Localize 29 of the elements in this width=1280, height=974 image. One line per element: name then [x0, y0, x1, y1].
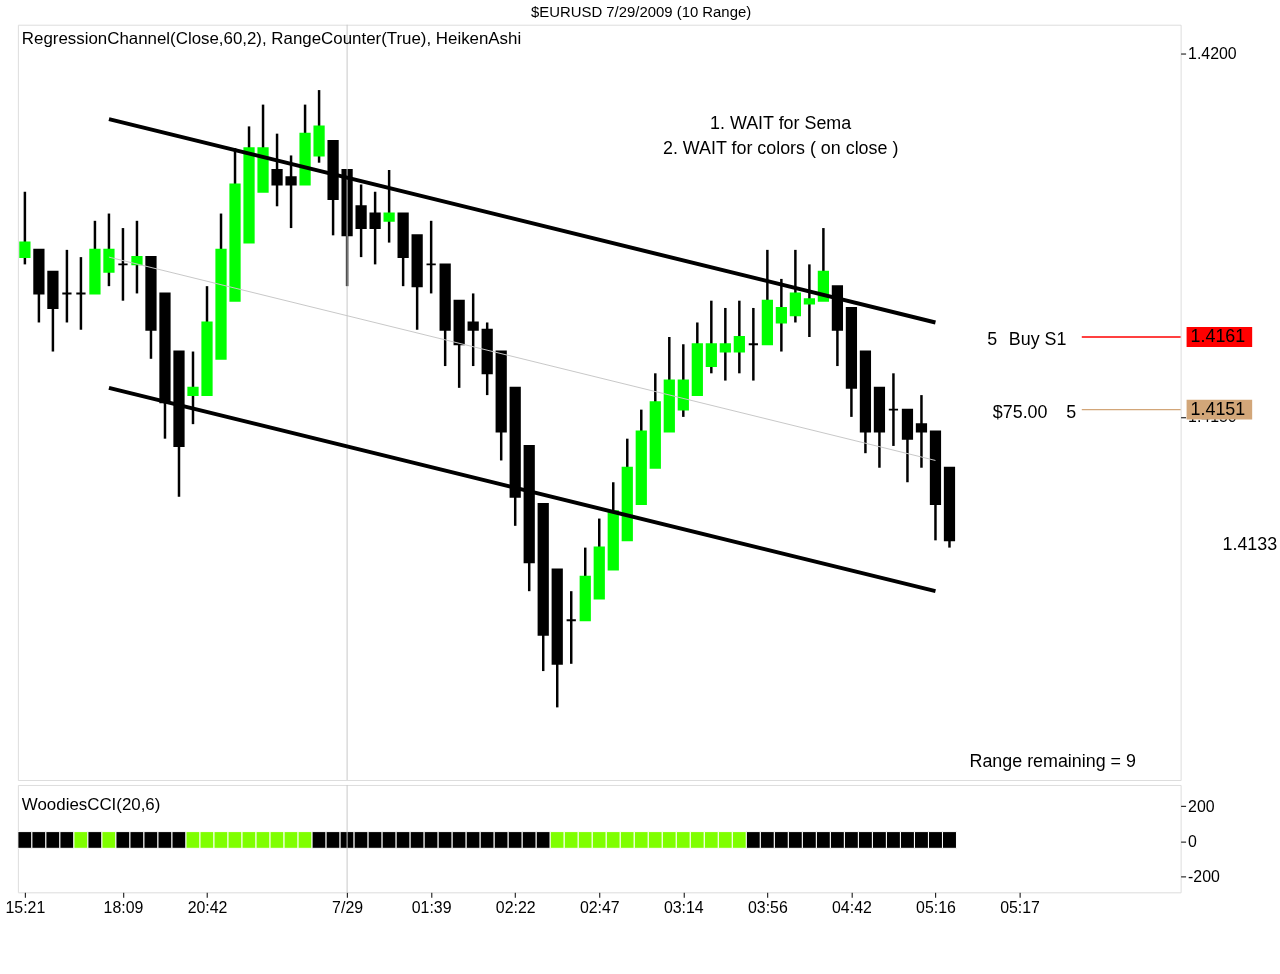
x-tick-label: 18:09 — [103, 898, 144, 916]
annotation: 1. WAIT for Sema — [710, 113, 852, 134]
ref-line-label: 1.4151 — [1190, 398, 1246, 419]
x-tick-label: 05:16 — [916, 898, 957, 916]
x-tick-label: 03:56 — [747, 898, 788, 916]
y-tick-label: -200 — [1188, 867, 1221, 885]
annotation: Buy S1 — [1008, 328, 1067, 349]
ref-line-label: 1.4161 — [1190, 325, 1246, 346]
x-tick-label: 20:42 — [187, 898, 228, 916]
chart-subtitle: RegressionChannel(Close,60,2), RangeCounter(True), HeikenAshi — [21, 28, 522, 48]
y-tick-label: 1.4200 — [1188, 45, 1237, 63]
x-tick-label: 7/29 — [332, 898, 364, 916]
text: 1.4133 — [1222, 534, 1278, 555]
x-tick-label: 04:42 — [832, 898, 872, 916]
text: WoodiesCCI(20,6) — [21, 794, 161, 814]
y-tick-label: 200 — [1188, 797, 1215, 815]
annotation: $75.00 — [992, 402, 1048, 423]
x-tick-label: 15:21 — [5, 898, 46, 916]
y-tick-label: 0 — [1188, 832, 1198, 850]
annotation: 5 — [1066, 402, 1077, 423]
x-tick-label: 05:17 — [1000, 898, 1041, 916]
x-tick-label: 02:47 — [579, 898, 620, 916]
x-tick-label: 02:22 — [495, 898, 536, 916]
x-tick-label: 03:14 — [663, 898, 704, 916]
annotation: 5 — [987, 328, 998, 349]
annotation: Range remaining = 9 — [969, 751, 1136, 772]
x-tick-label: 01:39 — [411, 898, 452, 916]
chart-title: $EURUSD 7/29/2009 (10 Range) — [531, 3, 752, 20]
annotation: 2. WAIT for colors ( on close ) — [662, 137, 899, 158]
